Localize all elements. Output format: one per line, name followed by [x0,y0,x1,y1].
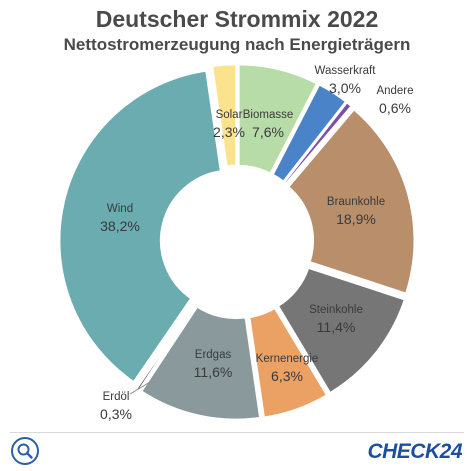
label-value-wind: 38,2% [100,218,140,234]
chart-subtitle: Nettostromerzeugung nach Energieträgern [63,35,411,54]
slice-erd-l [134,302,197,393]
logo-text: CHECK [367,440,440,463]
check24-logo: CHECK24 [367,440,462,464]
label-value-andere: 0,6% [379,100,411,116]
slice-andere [282,100,354,186]
slice-steinkohle [275,265,407,396]
slice-kernenergie [247,306,330,420]
label-value-steinkohle: 11,4% [317,319,356,335]
label-name-kernenergie: Kernenergie [256,353,319,365]
label-name-steinkohle: Steinkohle [309,304,363,316]
label-name-solar: Solar [216,109,243,121]
label-name-wind: Wind [107,203,133,215]
label-name-erdgas: Erdgas [195,349,232,361]
label-value-wasserkraft: 3,0% [329,80,361,96]
slice-solar [210,62,238,169]
footer-divider [10,432,464,433]
chart-title: Deutscher Strommix 2022 [95,6,379,32]
label-value-braunkohle: 18,9% [336,211,376,227]
leader-line-erdoel [129,381,151,395]
label-value-erd-l: 0,3% [100,406,132,422]
label-value-kernenergie: 6,3% [271,368,303,384]
label-name-wasserkraft: Wasserkraft [315,65,377,77]
search-icon[interactable] [10,436,40,466]
label-name-biomasse: Biomasse [243,109,294,121]
label-name-erd-l: Erdöl [103,391,130,403]
label-name-braunkohle: Braunkohle [327,196,385,208]
slice-erdgas [139,304,262,422]
slice-wind [57,69,223,385]
label-value-solar: 2,3% [213,124,245,140]
label-value-biomasse: 7,6% [252,124,284,140]
label-name-andere: Andere [376,85,413,97]
donut-chart: Biomasse 7,6% Wasserkraft 3,0% Andere 0,6% Bra… [57,62,417,422]
slice-braunkohle [286,107,417,296]
logo-number: 24 [439,440,463,463]
label-value-erdgas: 11,6% [194,364,233,380]
slice-biomasse [237,62,320,176]
